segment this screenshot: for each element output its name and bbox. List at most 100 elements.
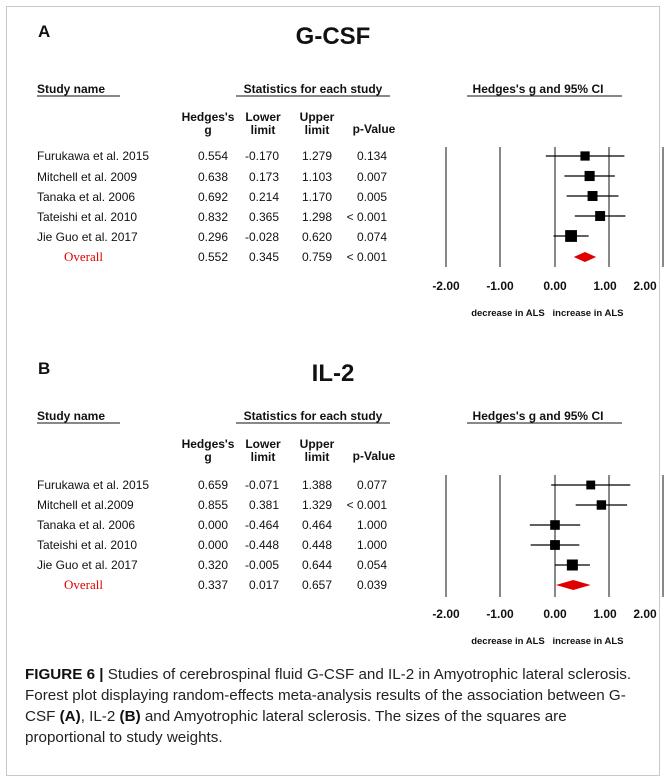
upper-limit-value: 0.464 xyxy=(302,518,332,532)
upper-limit-value: 0.644 xyxy=(302,558,332,572)
table-row: Tateishi et al. 2010 0.832 0.365 1.298 <… xyxy=(37,210,387,224)
p-value: 0.134 xyxy=(357,149,387,163)
decrease-direction-label: decrease in ALS xyxy=(471,308,545,319)
lower-limit-value: 0.173 xyxy=(249,170,279,184)
panel-letter: B xyxy=(38,359,50,378)
study-name: Tateishi et al. 2010 xyxy=(37,538,137,552)
x-tick-label: 0.00 xyxy=(543,279,567,293)
panel-title: G-CSF xyxy=(296,23,371,50)
upper-header: Upper xyxy=(300,437,335,451)
panel-a: A G-CSF Study name Statistics for each s… xyxy=(37,22,663,319)
table-row: Furukawa et al. 2015 0.659 -0.071 1.388 … xyxy=(37,478,387,492)
table-row: Jie Guo et al. 2017 0.320 -0.005 0.644 0… xyxy=(37,558,387,572)
plot-group-header: Hedges's g and 95% CI xyxy=(473,409,604,423)
upper-limit-value: 0.448 xyxy=(302,538,332,552)
x-tick-label: 0.00 xyxy=(543,607,567,621)
study-name-header: Study name xyxy=(37,82,105,96)
study-name-header: Study name xyxy=(37,409,105,423)
lower-limit-value: -0.071 xyxy=(245,478,279,492)
upper-header-sub: limit xyxy=(305,450,330,464)
hedges-g-value: 0.832 xyxy=(198,210,228,224)
hedges-header: Hedges's xyxy=(182,110,235,124)
effect-square xyxy=(550,520,560,530)
figure-label: FIGURE 6 | xyxy=(25,666,104,683)
table-row: Furukawa et al. 2015 0.554 -0.170 1.279 … xyxy=(37,149,387,163)
table-row: Mitchell et al.2009 0.855 0.381 1.329 < … xyxy=(37,498,387,512)
study-name: Furukawa et al. 2015 xyxy=(37,149,149,163)
upper-limit-value: 0.657 xyxy=(302,578,332,592)
study-name: Furukawa et al. 2015 xyxy=(37,478,149,492)
lower-header: Lower xyxy=(245,437,281,451)
decrease-direction-label: decrease in ALS xyxy=(471,636,545,647)
hedges-g-value: 0.554 xyxy=(198,149,228,163)
hedges-g-value: 0.638 xyxy=(198,170,228,184)
upper-limit-value: 0.759 xyxy=(302,250,332,264)
p-value: 0.039 xyxy=(357,578,387,592)
panel-letter: A xyxy=(38,22,50,41)
p-value: 0.054 xyxy=(357,558,387,572)
lower-limit-value: 0.365 xyxy=(249,210,279,224)
lower-limit-value: -0.028 xyxy=(245,230,279,244)
hedges-g-value: 0.000 xyxy=(198,518,228,532)
pvalue-header: p-Value xyxy=(353,449,396,463)
upper-header-sub: limit xyxy=(305,123,330,137)
forest-plot-b xyxy=(446,475,663,597)
p-value: 1.000 xyxy=(357,538,387,552)
upper-limit-value: 1.329 xyxy=(302,498,332,512)
hedges-g-value: 0.552 xyxy=(198,250,228,264)
lower-limit-value: 0.345 xyxy=(249,250,279,264)
hedges-g-value: 0.337 xyxy=(198,578,228,592)
hedges-g-value: 0.855 xyxy=(198,498,228,512)
caption-text: , IL-2 xyxy=(81,708,120,725)
x-tick-label: 1.00 xyxy=(593,607,617,621)
overall-label: Overall xyxy=(64,249,103,264)
study-name: Mitchell et al.2009 xyxy=(37,498,134,512)
upper-limit-value: 0.620 xyxy=(302,230,332,244)
lower-limit-value: -0.005 xyxy=(245,558,279,572)
hedges-g-value: 0.659 xyxy=(198,478,228,492)
p-value: < 0.001 xyxy=(347,498,388,512)
forest-plot-figure: A G-CSF Study name Statistics for each s… xyxy=(0,0,668,660)
table-row: Tanaka et al. 2006 0.692 0.214 1.170 0.0… xyxy=(37,190,387,204)
pvalue-header: p-Value xyxy=(353,122,396,136)
table-row: Tateishi et al. 2010 0.000 -0.448 0.448 … xyxy=(37,538,387,552)
stats-group-header: Statistics for each study xyxy=(244,409,383,423)
effect-square xyxy=(580,151,589,160)
effect-square xyxy=(597,500,606,509)
lower-limit-value: 0.214 xyxy=(249,190,279,204)
upper-limit-value: 1.279 xyxy=(302,149,332,163)
effect-square xyxy=(588,191,598,201)
panel-title: IL-2 xyxy=(312,360,355,387)
p-value: < 0.001 xyxy=(347,250,388,264)
x-tick-label: -2.00 xyxy=(432,607,460,621)
lower-header-sub: limit xyxy=(251,450,276,464)
lower-header-sub: limit xyxy=(251,123,276,137)
effect-square xyxy=(595,211,605,221)
increase-direction-label: increase in ALS xyxy=(553,636,624,647)
upper-limit-value: 1.298 xyxy=(302,210,332,224)
forest-plot-a xyxy=(446,147,663,267)
table-row: Jie Guo et al. 2017 0.296 -0.028 0.620 0… xyxy=(37,230,387,244)
study-name: Mitchell et al. 2009 xyxy=(37,170,137,184)
study-name: Jie Guo et al. 2017 xyxy=(37,558,138,572)
upper-header: Upper xyxy=(300,110,335,124)
x-tick-label: 2.00 xyxy=(633,607,657,621)
lower-limit-value: 0.381 xyxy=(249,498,279,512)
effect-square xyxy=(550,540,560,550)
x-tick-label: -2.00 xyxy=(432,279,460,293)
p-value: 0.005 xyxy=(357,190,387,204)
hedges-g-value: 0.320 xyxy=(198,558,228,572)
panel-ref-a: (A) xyxy=(60,708,81,725)
overall-row: Overall 0.337 0.017 0.657 0.039 xyxy=(64,577,387,592)
table-row: Tanaka et al. 2006 0.000 -0.464 0.464 1.… xyxy=(37,518,387,532)
overall-label: Overall xyxy=(64,577,103,592)
hedges-header: Hedges's xyxy=(182,437,235,451)
hedges-g-value: 0.692 xyxy=(198,190,228,204)
effect-square xyxy=(567,560,578,571)
x-tick-label: 2.00 xyxy=(633,279,657,293)
upper-limit-value: 1.103 xyxy=(302,170,332,184)
lower-limit-value: -0.448 xyxy=(245,538,279,552)
lower-limit-value: -0.170 xyxy=(245,149,279,163)
study-name: Tateishi et al. 2010 xyxy=(37,210,137,224)
overall-diamond xyxy=(574,252,596,262)
